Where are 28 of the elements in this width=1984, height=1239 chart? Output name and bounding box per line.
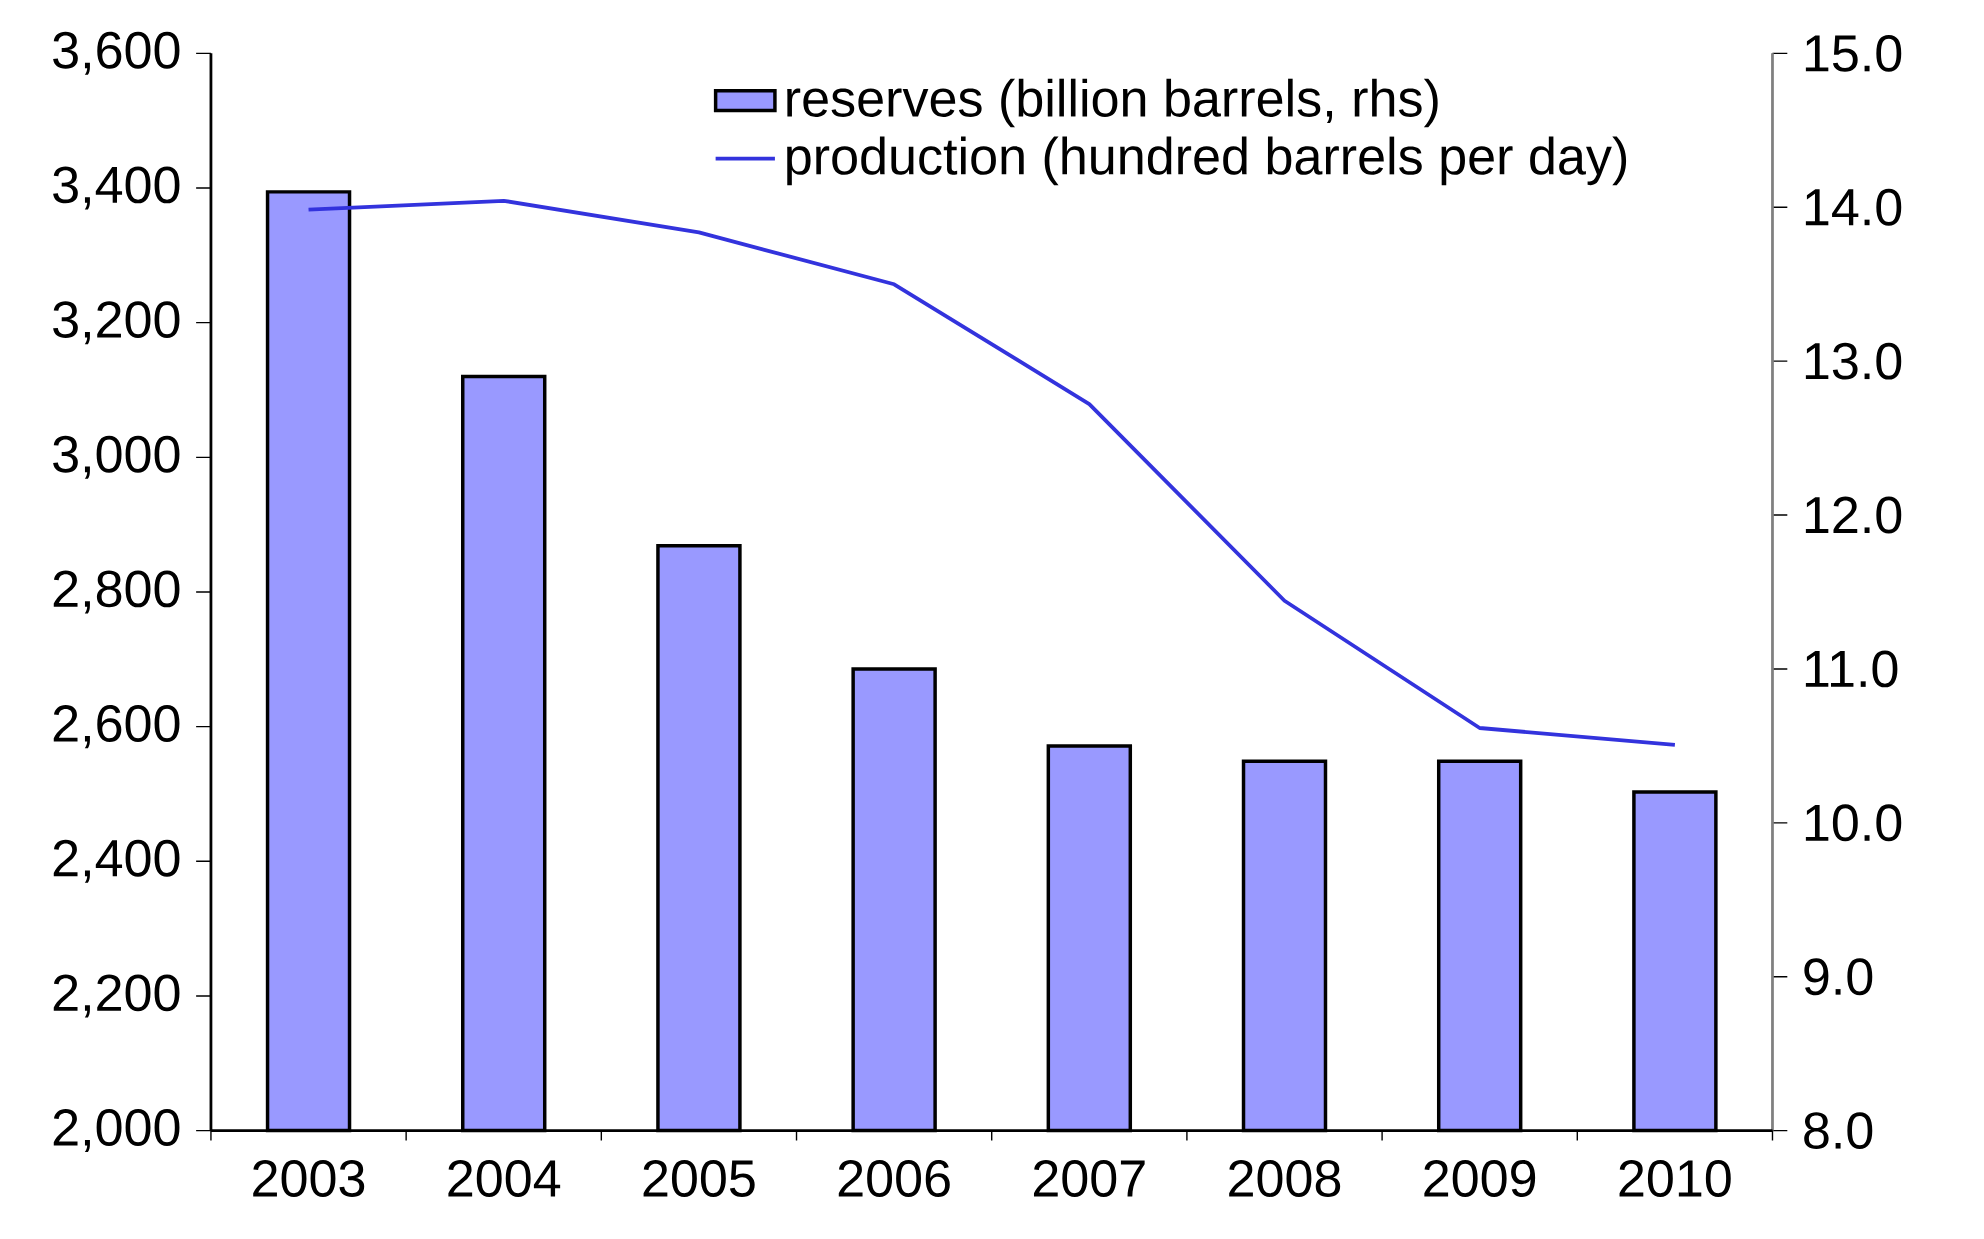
line-series — [306, 198, 1677, 747]
x-tick-label: 2007 — [1033, 1159, 1145, 1197]
y2-tick-label: 14.0 — [1805, 188, 1902, 226]
y-tick-label: 3,600 — [53, 31, 180, 75]
y2-tick-label: 12.0 — [1805, 496, 1902, 534]
x-tick-label: 2008 — [1229, 1159, 1341, 1197]
x-tick-label: 2004 — [448, 1159, 561, 1197]
y2-tick-label: 15.0 — [1805, 34, 1902, 72]
y-tick-label: 3,200 — [53, 300, 180, 345]
y-tick-label: 2,200 — [53, 974, 180, 1018]
x-tick-label: 2003 — [253, 1159, 365, 1197]
y2-tick-label: 9.0 — [1804, 958, 1873, 995]
legend-label: reserves (billion barrels, rhs) — [787, 78, 1438, 128]
legend-label: production (hundred barrels per day) — [787, 136, 1627, 185]
y-tick-label: 3,400 — [53, 166, 180, 210]
x-tick-label: 2005 — [643, 1159, 755, 1197]
x-tick-label: 2006 — [838, 1159, 950, 1197]
y2-tick-label: 13.0 — [1805, 342, 1902, 380]
y-tick-label: 2,800 — [53, 570, 180, 614]
y-tick-label: 2,000 — [53, 1108, 180, 1152]
x-tick-label: 2009 — [1424, 1159, 1536, 1197]
y2-tick-label: 11.0 — [1805, 650, 1898, 688]
y2-tick-label: 8.0 — [1804, 1112, 1873, 1149]
y-tick-label: 2,600 — [53, 704, 180, 748]
y2-tick-label: 10.0 — [1805, 804, 1902, 842]
y-tick-label: 3,000 — [53, 435, 180, 479]
y-tick-label: 2,400 — [53, 839, 180, 883]
x-tick-label: 2010 — [1619, 1159, 1731, 1197]
